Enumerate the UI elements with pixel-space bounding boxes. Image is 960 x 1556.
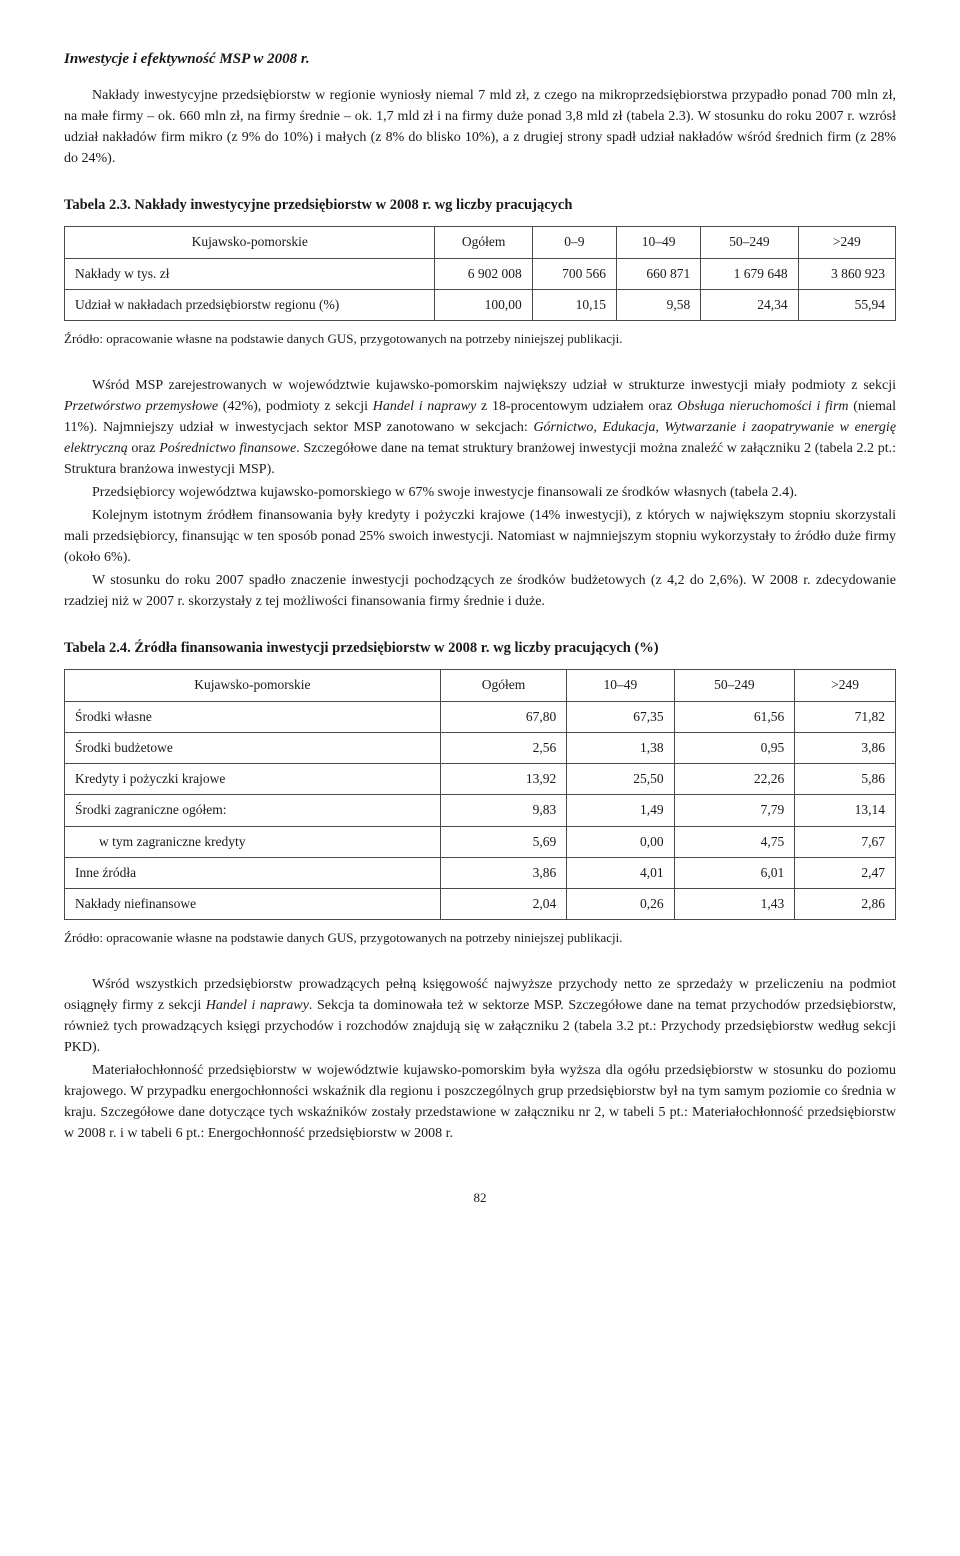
table23-source: Źródło: opracowanie własne na podstawie …: [64, 329, 896, 349]
row-value: 4,75: [674, 826, 795, 857]
table24-col-2: 50–249: [674, 670, 795, 701]
row-value: 1 679 648: [701, 258, 798, 289]
table-row: Inne źródła3,864,016,012,47: [65, 857, 896, 888]
row-value: 5,69: [440, 826, 567, 857]
row-label: Udział w nakładach przedsiębiorstw regio…: [65, 289, 435, 320]
row-value: 61,56: [674, 701, 795, 732]
row-value: 67,35: [567, 701, 674, 732]
row-label: Nakłady niefinansowe: [65, 889, 441, 920]
row-value: 3,86: [795, 732, 896, 763]
table24-col-3: >249: [795, 670, 896, 701]
mid-paragraph-2: Przedsiębiorcy województwa kujawsko-pomo…: [64, 482, 896, 503]
row-label: Środki zagraniczne ogółem:: [65, 795, 441, 826]
table-row: Nakłady niefinansowe2,040,261,432,86: [65, 889, 896, 920]
table-row: w tym zagraniczne kredyty5,690,004,757,6…: [65, 826, 896, 857]
table24-col-0: Ogółem: [440, 670, 567, 701]
row-value: 1,38: [567, 732, 674, 763]
row-value: 2,86: [795, 889, 896, 920]
table24-col-1: 10–49: [567, 670, 674, 701]
row-label: Nakłady w tys. zł: [65, 258, 435, 289]
table-row: Udział w nakładach przedsiębiorstw regio…: [65, 289, 896, 320]
row-label: Kredyty i pożyczki krajowe: [65, 764, 441, 795]
row-value: 2,04: [440, 889, 567, 920]
row-value: 3,86: [440, 857, 567, 888]
table23-col-3: 50–249: [701, 227, 798, 258]
page-number: 82: [64, 1188, 896, 1208]
table23: Kujawsko-pomorskie Ogółem 0–9 10–49 50–2…: [64, 226, 896, 321]
table24-header-row: Kujawsko-pomorskie Ogółem 10–49 50–249 >…: [65, 670, 896, 701]
row-value: 2,56: [440, 732, 567, 763]
table23-header-row: Kujawsko-pomorskie Ogółem 0–9 10–49 50–2…: [65, 227, 896, 258]
row-value: 25,50: [567, 764, 674, 795]
table23-col-2: 10–49: [616, 227, 700, 258]
row-value: 6,01: [674, 857, 795, 888]
row-value: 10,15: [532, 289, 616, 320]
row-value: 24,34: [701, 289, 798, 320]
row-value: 13,14: [795, 795, 896, 826]
row-value: 1,49: [567, 795, 674, 826]
row-value: 1,43: [674, 889, 795, 920]
table23-col-4: >249: [798, 227, 895, 258]
mid-paragraph-1: Wśród MSP zarejestrowanych w województwi…: [64, 375, 896, 480]
row-value: 6 902 008: [435, 258, 532, 289]
row-value: 7,67: [795, 826, 896, 857]
mid-paragraph-3: Kolejnym istotnym źródłem finansowania b…: [64, 505, 896, 568]
row-label: Środki własne: [65, 701, 441, 732]
table-row: Środki własne67,8067,3561,5671,82: [65, 701, 896, 732]
row-value: 3 860 923: [798, 258, 895, 289]
mid-paragraph-4: W stosunku do roku 2007 spadło znaczenie…: [64, 570, 896, 612]
end-paragraph-1: Wśród wszystkich przedsiębiorstw prowadz…: [64, 974, 896, 1058]
table-row: Środki budżetowe2,561,380,953,86: [65, 732, 896, 763]
row-value: 55,94: [798, 289, 895, 320]
row-value: 71,82: [795, 701, 896, 732]
row-value: 700 566: [532, 258, 616, 289]
table23-col-1: 0–9: [532, 227, 616, 258]
row-value: 0,00: [567, 826, 674, 857]
row-value: 5,86: [795, 764, 896, 795]
table24-source: Źródło: opracowanie własne na podstawie …: [64, 928, 896, 948]
table23-col-0: Ogółem: [435, 227, 532, 258]
row-value: 13,92: [440, 764, 567, 795]
row-value: 0,95: [674, 732, 795, 763]
row-value: 0,26: [567, 889, 674, 920]
intro-paragraph: Nakłady inwestycyjne przedsiębiorstw w r…: [64, 85, 896, 169]
row-value: 4,01: [567, 857, 674, 888]
table-row: Środki zagraniczne ogółem:9,831,497,7913…: [65, 795, 896, 826]
section-title: Inwestycje i efektywność MSP w 2008 r.: [64, 48, 896, 71]
row-value: 7,79: [674, 795, 795, 826]
row-value: 2,47: [795, 857, 896, 888]
table24: Kujawsko-pomorskie Ogółem 10–49 50–249 >…: [64, 669, 896, 920]
table24-header-label: Kujawsko-pomorskie: [65, 670, 441, 701]
row-value: 67,80: [440, 701, 567, 732]
row-label: w tym zagraniczne kredyty: [65, 826, 441, 857]
row-value: 22,26: [674, 764, 795, 795]
table24-caption: Tabela 2.4. Źródła finansowania inwestyc…: [64, 638, 896, 660]
row-label: Środki budżetowe: [65, 732, 441, 763]
end-paragraph-2: Materiałochłonność przedsiębiorstw w woj…: [64, 1060, 896, 1144]
table-row: Kredyty i pożyczki krajowe13,9225,5022,2…: [65, 764, 896, 795]
row-value: 100,00: [435, 289, 532, 320]
row-label: Inne źródła: [65, 857, 441, 888]
row-value: 9,58: [616, 289, 700, 320]
table23-header-label: Kujawsko-pomorskie: [65, 227, 435, 258]
row-value: 9,83: [440, 795, 567, 826]
table23-caption: Tabela 2.3. Nakłady inwestycyjne przedsi…: [64, 195, 896, 217]
row-value: 660 871: [616, 258, 700, 289]
table-row: Nakłady w tys. zł6 902 008700 566660 871…: [65, 258, 896, 289]
